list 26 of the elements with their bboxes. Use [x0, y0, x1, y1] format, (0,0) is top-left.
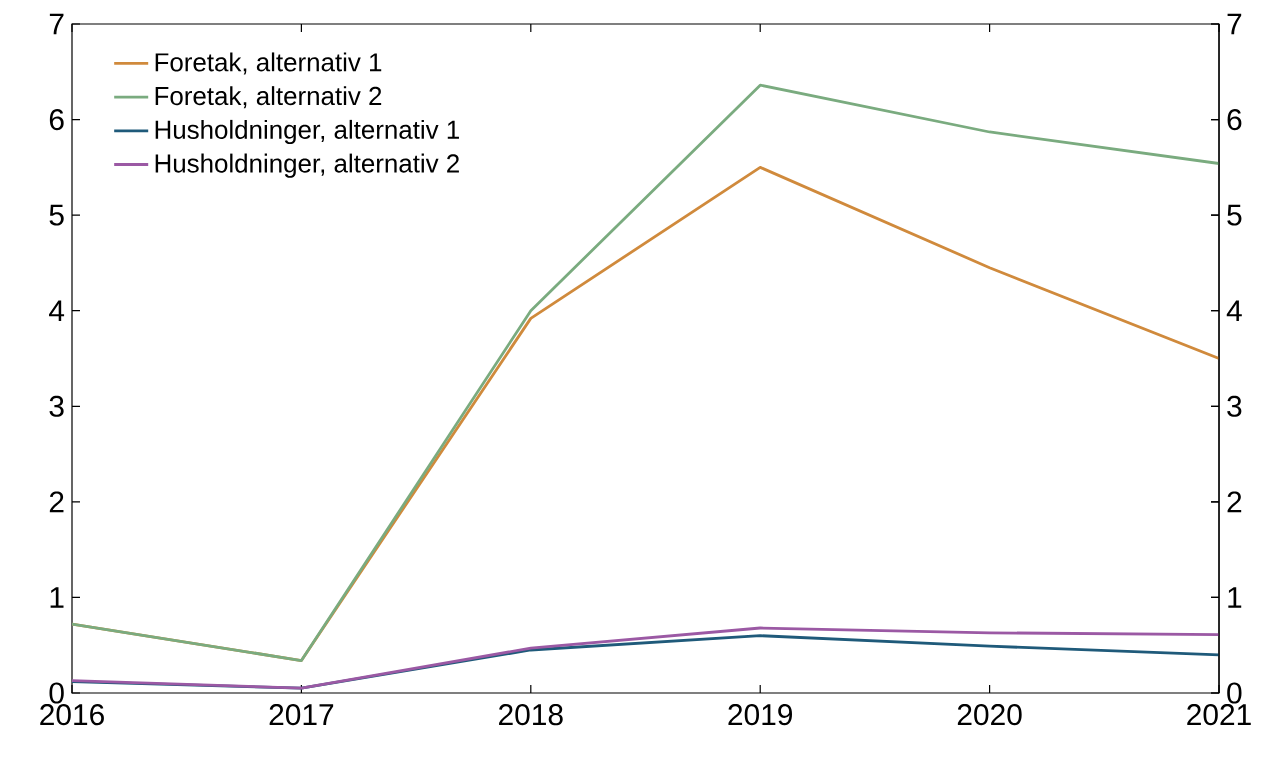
y-tick-label: 3 [49, 395, 64, 417]
y-tick-label: 4 [49, 300, 65, 321]
legend-label: Foretak, alternativ 1 [155, 52, 382, 75]
y-tick-label: 6 [49, 108, 64, 131]
y2-tick-label: 3 [1227, 395, 1242, 417]
x-tick-label: 2020 [957, 704, 1022, 726]
y2-tick-label: 2 [1227, 491, 1242, 513]
y2-tick-label: 7 [1227, 13, 1242, 35]
x-tick-label: 2018 [499, 704, 563, 726]
y-tick-label: 7 [49, 13, 64, 35]
y2-tick-label: 4 [1226, 300, 1242, 321]
y2-tick-label: 0 [1227, 682, 1242, 704]
x-tick-label: 2021 [1187, 704, 1251, 726]
x-tick-label: 2019 [728, 704, 792, 726]
legend-label: Husholdninger, alternativ 2 [155, 153, 459, 178]
legend-label: Husholdninger, alternativ 1 [155, 119, 459, 145]
legend-label: Foretak, alternativ 2 [155, 86, 382, 109]
y2-tick-label: 1 [1228, 587, 1242, 608]
y-tick-label: 1 [50, 587, 64, 608]
y-tick-label: 5 [49, 204, 64, 226]
y-tick-label: 2 [49, 491, 64, 513]
y2-tick-label: 6 [1227, 108, 1242, 131]
x-tick-label: 2017 [269, 704, 334, 726]
x-tick-label: 2016 [40, 704, 104, 726]
y2-tick-label: 5 [1227, 204, 1242, 226]
y-tick-label: 0 [49, 682, 64, 704]
